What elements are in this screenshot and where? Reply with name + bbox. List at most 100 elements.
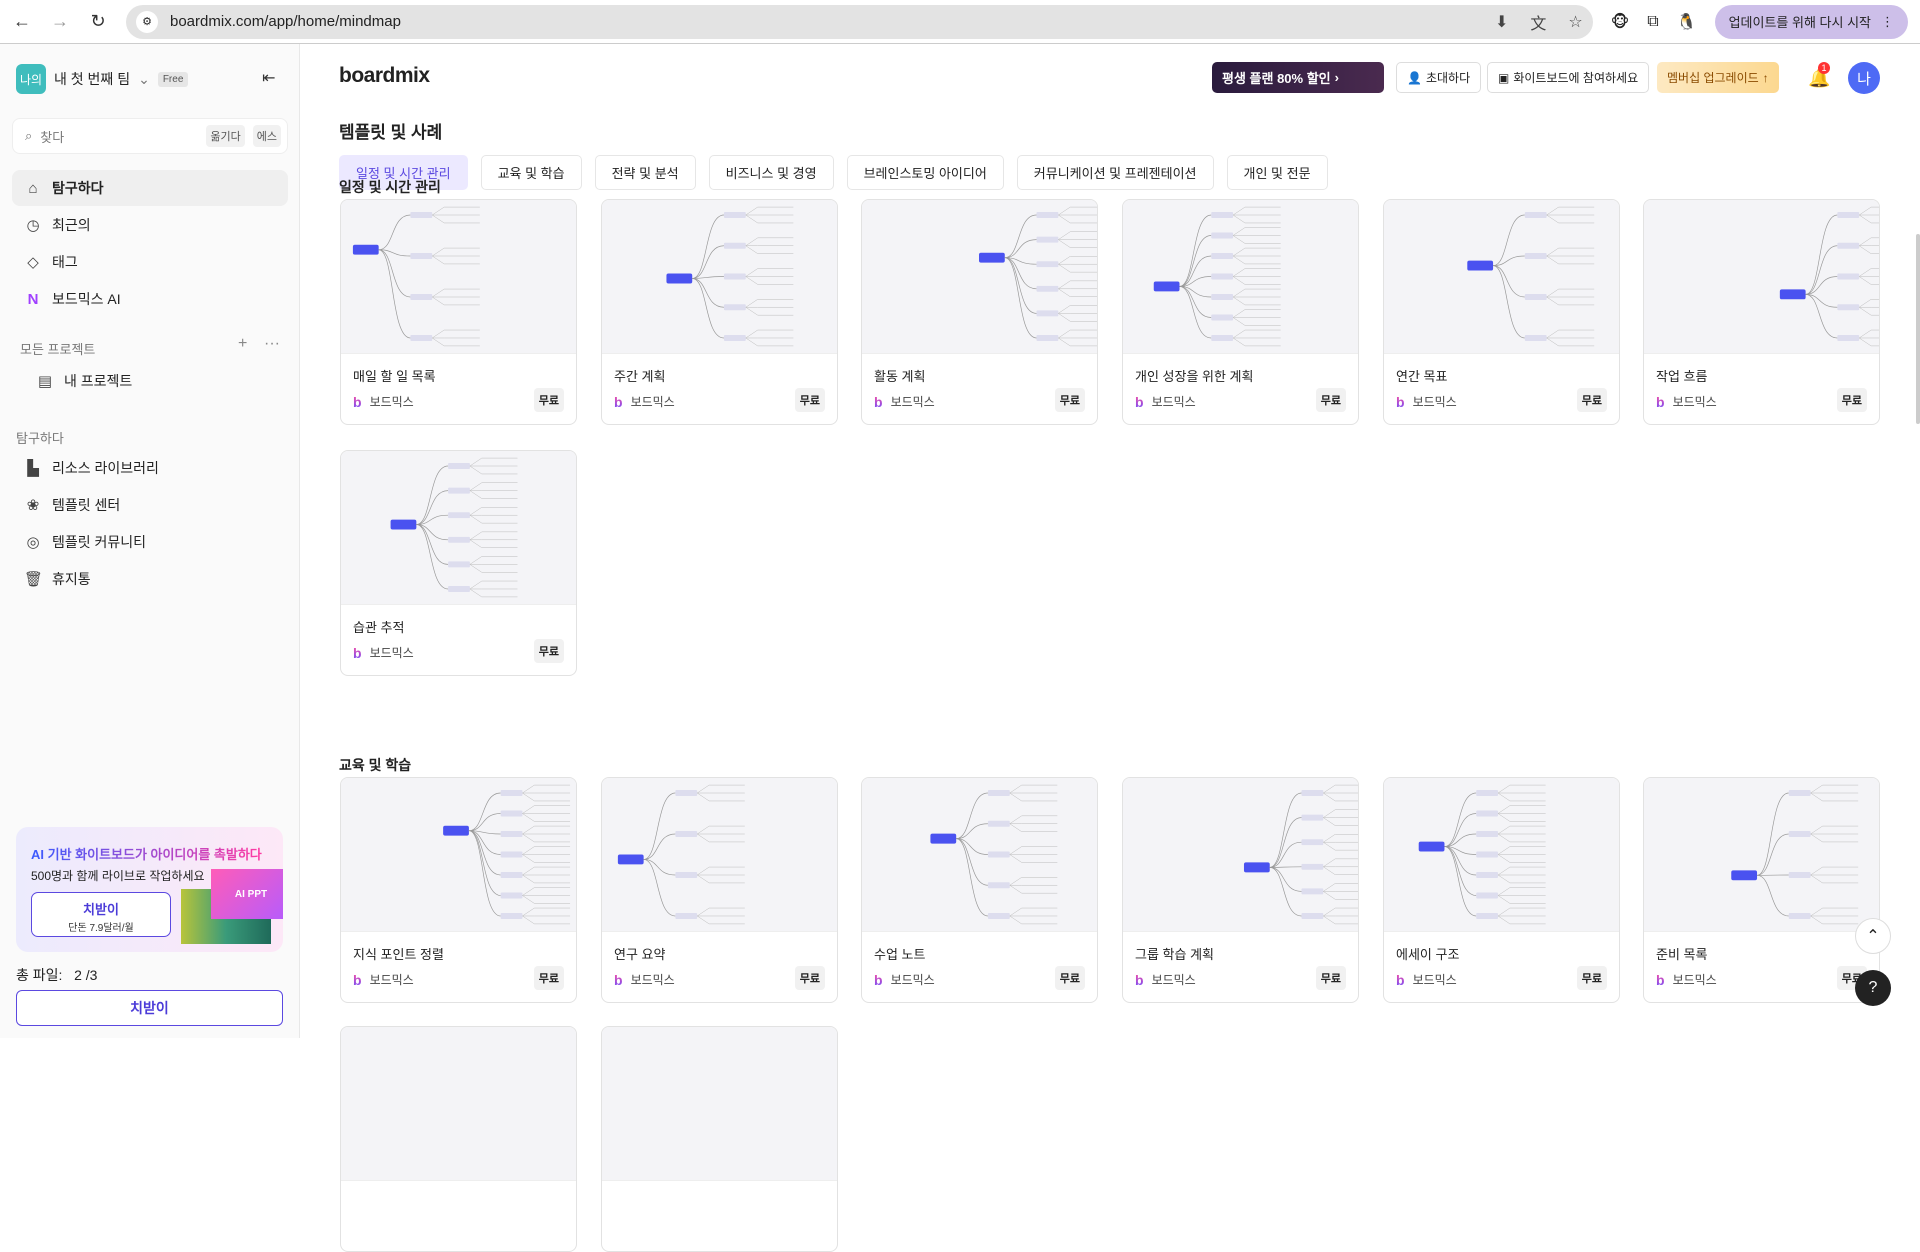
sidebar-item-label: 탐구하다: [52, 180, 104, 196]
card-author: b 보드믹스: [1396, 393, 1457, 410]
join-whiteboard-button[interactable]: ▣ 화이트보드에 참여하세요: [1487, 62, 1650, 93]
promo-subtext: 500명과 함께 라이브로 작업하세요: [31, 869, 205, 883]
shortcut-key: 에스: [252, 125, 281, 147]
tab-category[interactable]: 교육 및 학습: [480, 155, 582, 190]
search-input[interactable]: ⌕ 찾다 옮기다 에스: [12, 118, 288, 154]
scroll-top-button[interactable]: ⌃: [1855, 918, 1891, 954]
card-thumbnail: [1384, 200, 1619, 354]
template-card[interactable]: 지식 포인트 정렬 b 보드믹스 무료: [340, 777, 577, 1003]
collapse-sidebar-icon[interactable]: ⇤: [262, 70, 276, 87]
boardmix-b-icon: b: [1656, 393, 1665, 410]
sidebar-item-tags[interactable]: ◇ 태그: [12, 244, 288, 280]
forward-icon[interactable]: →: [51, 11, 69, 31]
sidebar-item-template-community[interactable]: ◎ 템플릿 커뮤니티: [12, 524, 288, 560]
boardmix-logo[interactable]: boardmix: [339, 64, 430, 87]
card-thumbnail: [602, 1027, 837, 1181]
tab-category[interactable]: 전략 및 분석: [594, 155, 696, 190]
card-title: 활동 계획: [874, 369, 926, 384]
install-icon[interactable]: ⬇: [1494, 13, 1509, 31]
team-switcher[interactable]: 나의 내 첫 번째 팀 ⌄ Free: [16, 64, 189, 94]
author-name: 보드믹스: [630, 395, 675, 409]
price-badge: 무료: [1576, 388, 1607, 412]
tab-category[interactable]: 일정 및 시간 관리: [339, 155, 468, 190]
card-title: 주간 계획: [614, 369, 666, 384]
price-badge: 무료: [1054, 388, 1085, 412]
sidebar-item-library[interactable]: ▙ 리소스 라이브러리: [12, 450, 288, 486]
back-icon[interactable]: ←: [13, 11, 31, 31]
card-title: 수업 노트: [874, 947, 926, 962]
template-card[interactable]: 매일 할 일 목록 b 보드믹스 무료: [340, 199, 577, 425]
card-author: b 보드믹스: [874, 971, 935, 988]
bell-icon[interactable]: 🔔 1: [1808, 62, 1831, 88]
puzzle-icon[interactable]: ⧉: [1647, 12, 1659, 30]
card-author: b 보드믹스: [353, 971, 414, 988]
template-card[interactable]: 활동 계획 b 보드믹스 무료: [861, 199, 1098, 425]
tab-category[interactable]: 브레인스토밍 아이디어: [846, 155, 1004, 190]
template-card[interactable]: 연구 요약 b 보드믹스 무료: [601, 777, 838, 1003]
sidebar-item-template-center[interactable]: ❀ 템플릿 센터: [12, 487, 288, 523]
template-card[interactable]: 에세이 구조 b 보드믹스 무료: [1383, 777, 1620, 1003]
home-icon: ⌂: [28, 179, 38, 197]
tab-category[interactable]: 커뮤니케이션 및 프레젠테이션: [1016, 155, 1214, 190]
mindmap-thumbnail: [1418, 784, 1546, 925]
translate-icon[interactable]: 文: [1530, 15, 1547, 33]
url-text[interactable]: boardmix.com/app/home/mindmap: [170, 13, 401, 30]
folder-icon: ▤: [37, 373, 53, 390]
boardmix-b-icon: b: [1396, 971, 1405, 988]
card-thumbnail: [1123, 200, 1358, 354]
mindmap-thumbnail: [930, 784, 1058, 925]
lifetime-deal-button[interactable]: 평생 플랜 80% 할인 ›: [1212, 62, 1384, 93]
promo-price: 단돈 7.9달러/월: [68, 923, 134, 934]
card-author: b 보드믹스: [353, 393, 414, 410]
trash-icon: 🗑: [24, 571, 44, 588]
total-files-label: 총 파일:: [16, 967, 63, 983]
template-card[interactable]: [340, 1026, 577, 1252]
template-card[interactable]: 수업 노트 b 보드믹스 무료: [861, 777, 1098, 1003]
tab-category[interactable]: 개인 및 전문: [1226, 155, 1328, 190]
main-content: boardmix 평생 플랜 80% 할인 › 👤 초대하다 ▣ 화이트보드에 참여하…: [300, 44, 1920, 1252]
sidebar-item-recent[interactable]: ◷ 최근의: [12, 207, 288, 243]
card-title: 연간 목표: [1396, 369, 1448, 384]
join-label: 화이트보드에 참여하세요: [1513, 71, 1639, 85]
update-button[interactable]: 업데이트를 위해 다시 시작 ⋮: [1714, 4, 1908, 39]
sidebar-item-trash[interactable]: 🗑 휴지통: [12, 561, 288, 597]
card-thumbnail: [1384, 778, 1619, 932]
template-card[interactable]: 개인 성장을 위한 계획 b 보드믹스 무료: [1122, 199, 1359, 425]
upgrade-button[interactable]: 치받이: [16, 990, 283, 1026]
help-button[interactable]: ?: [1855, 970, 1891, 1006]
template-card[interactable]: 습관 추적 b 보드믹스 무료: [340, 450, 577, 676]
template-card[interactable]: 주간 계획 b 보드믹스 무료: [601, 199, 838, 425]
extension-icon[interactable]: 🐵: [1610, 13, 1630, 31]
template-card[interactable]: [601, 1026, 838, 1252]
site-settings-icon[interactable]: ⚙: [136, 10, 158, 33]
profile-icon[interactable]: 🐧: [1676, 13, 1697, 31]
template-card[interactable]: 그룹 학습 계획 b 보드믹스 무료: [1122, 777, 1359, 1003]
template-card[interactable]: 연간 목표 b 보드믹스 무료: [1383, 199, 1620, 425]
scrollbar[interactable]: [1916, 234, 1920, 424]
user-avatar[interactable]: 나: [1848, 62, 1880, 94]
sidebar-item-explore[interactable]: ⌂ 탐구하다: [12, 170, 288, 206]
user-plus-icon: 👤: [1407, 70, 1422, 85]
add-project-icon[interactable]: +: [238, 335, 248, 352]
tab-category[interactable]: 비즈니스 및 경영: [708, 155, 834, 190]
author-name: 보드믹스: [890, 395, 935, 409]
star-icon[interactable]: ☆: [1568, 13, 1583, 31]
address-bar[interactable]: ⚙ boardmix.com/app/home/mindmap ⬇ 文 ☆: [126, 4, 1593, 39]
template-card[interactable]: 작업 흐름 b 보드믹스 무료: [1643, 199, 1880, 425]
more-icon[interactable]: ···: [264, 335, 280, 352]
sidebar-item-label: 템플릿 커뮤니티: [52, 534, 147, 550]
author-name: 보드믹스: [369, 646, 414, 660]
card-thumbnail: [862, 778, 1097, 932]
total-files-value: 2 /3: [74, 967, 98, 983]
boardmix-b-icon: b: [353, 971, 362, 988]
search-placeholder: 찾다: [40, 129, 65, 145]
reload-icon[interactable]: ↻: [90, 11, 106, 31]
membership-upgrade-button[interactable]: 멤버십 업그레이드 ↑: [1657, 62, 1779, 93]
card-thumbnail: [341, 1027, 576, 1181]
boardmix-b-icon: b: [874, 393, 883, 410]
invite-button[interactable]: 👤 초대하다: [1396, 62, 1482, 93]
template-card[interactable]: 준비 목록 b 보드믹스 무료: [1643, 777, 1880, 1003]
sidebar-item-ai[interactable]: N 보드믹스 AI: [12, 281, 288, 317]
promo-upgrade-button[interactable]: 치받이 단돈 7.9달러/월: [31, 892, 171, 937]
project-item[interactable]: ▤ 내 프로젝트: [24, 363, 300, 399]
